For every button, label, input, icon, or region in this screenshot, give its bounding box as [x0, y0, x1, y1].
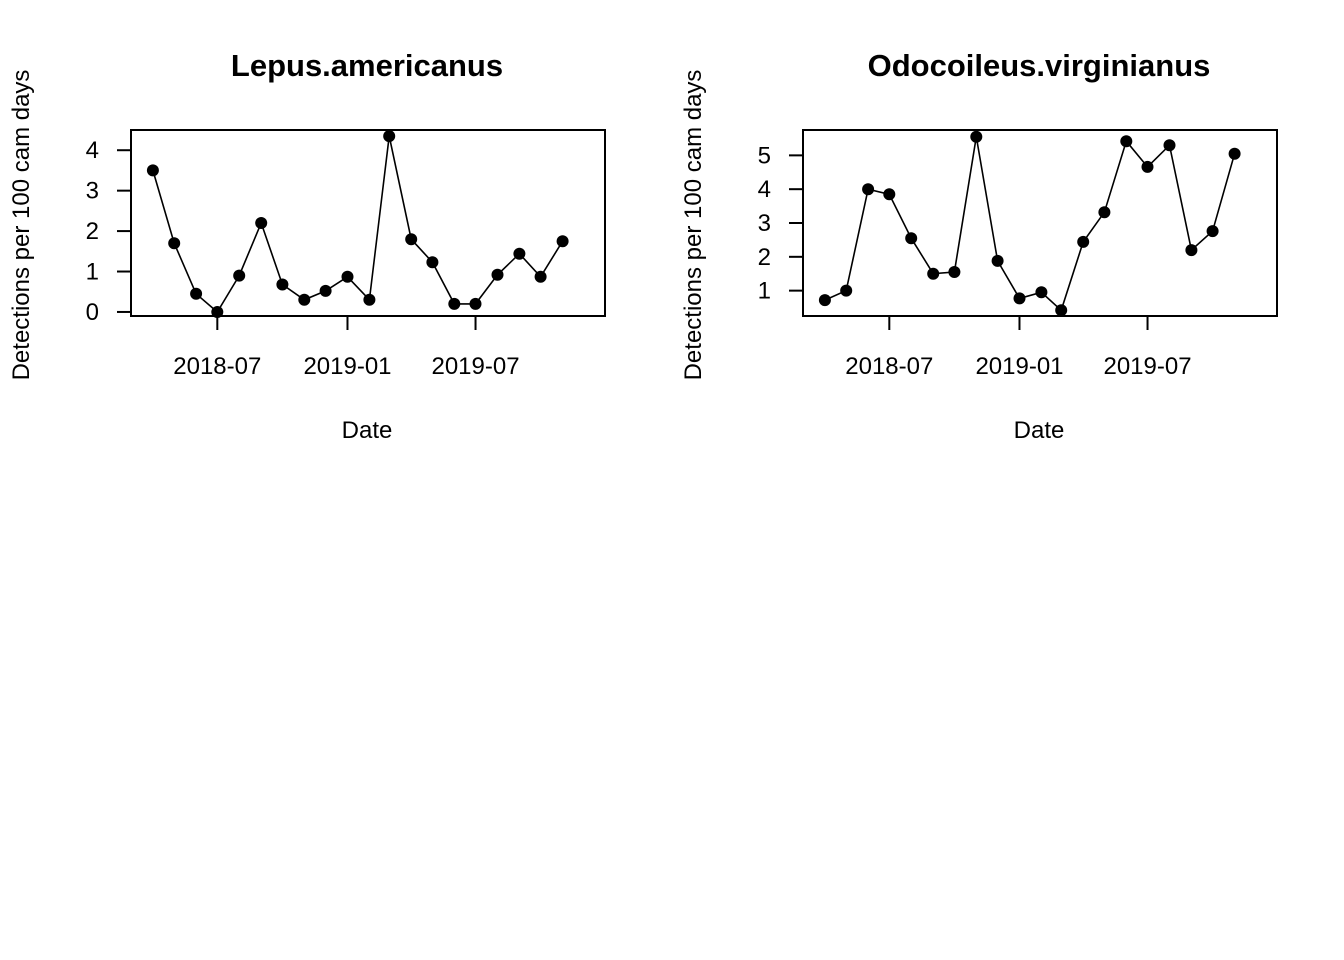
x-tick-label: 2018-07: [173, 353, 261, 380]
data-point: [840, 284, 853, 297]
y-tick-label: 3: [86, 178, 99, 205]
data-point: [862, 183, 875, 196]
data-point: [991, 254, 1004, 267]
data-point: [1206, 225, 1219, 238]
y-tick-label: 0: [86, 299, 99, 326]
x-tick-label: 2019-01: [975, 353, 1063, 380]
y-tick-label: 1: [758, 278, 771, 305]
data-point: [255, 217, 268, 229]
data-point: [363, 293, 376, 306]
series-line: [152, 135, 564, 314]
data-point: [341, 270, 354, 283]
y-tick-label: 2: [758, 244, 771, 271]
data-point: [1141, 160, 1154, 173]
x-tick-label: 2019-07: [431, 353, 519, 380]
data-point: [298, 293, 311, 306]
data-point: [1077, 235, 1090, 248]
y-axis: 0 1 2 3 4: [86, 137, 131, 326]
data-point: [1120, 135, 1133, 148]
x-axis-label: Date: [1014, 417, 1065, 444]
data-point: [927, 267, 940, 280]
data-point: [1228, 147, 1241, 160]
x-tick-label: 2019-07: [1103, 353, 1191, 380]
y-axis: 1 2 3 4 5: [758, 142, 803, 305]
data-point: [211, 306, 224, 318]
plot-frame: [130, 129, 606, 317]
y-tick-label: 5: [758, 142, 771, 169]
data-point: [1055, 304, 1068, 317]
x-axis: 2018-07 2019-01 2019-07: [173, 316, 520, 380]
data-point: [383, 130, 396, 143]
data-point: [146, 164, 159, 177]
data-point: [319, 284, 332, 297]
data-point: [818, 294, 831, 307]
chart-title: Lepus.americanus: [231, 48, 503, 83]
series-layer: [146, 130, 569, 318]
chart-title: Odocoileus.virginianus: [868, 48, 1211, 83]
y-tick-label: 2: [86, 218, 99, 245]
data-point: [1163, 139, 1176, 152]
x-tick-label: 2018-07: [845, 353, 933, 380]
data-point: [1013, 292, 1026, 305]
series-layer: [818, 130, 1241, 317]
data-point: [233, 269, 246, 282]
data-point: [426, 256, 439, 269]
y-tick-label: 4: [758, 176, 771, 203]
data-point: [948, 266, 961, 278]
data-point: [491, 268, 504, 281]
x-axis-label: Date: [342, 417, 393, 444]
data-point: [970, 130, 983, 143]
data-point: [883, 188, 896, 201]
y-tick-label: 1: [86, 259, 99, 286]
x-axis: 2018-07 2019-01 2019-07: [845, 316, 1192, 380]
data-point: [534, 270, 547, 283]
chart-panel-odocoileus: Odocoileus.virginianus Date Detections p…: [680, 48, 1278, 444]
data-point: [190, 287, 203, 300]
data-point: [1185, 244, 1198, 257]
data-point: [405, 233, 418, 246]
data-point: [469, 297, 482, 310]
y-axis-label: Detections per 100 cam days: [680, 70, 707, 381]
data-point: [448, 297, 461, 310]
data-point: [905, 232, 918, 245]
chart-panel-lepus: Lepus.americanus Date Detections per 100…: [8, 48, 606, 444]
x-tick-label: 2019-01: [303, 353, 391, 380]
y-tick-label: 3: [758, 210, 771, 237]
y-tick-label: 4: [86, 137, 99, 164]
data-point: [556, 235, 569, 248]
data-point: [513, 247, 526, 260]
data-point: [168, 237, 181, 250]
data-point: [1098, 206, 1111, 219]
data-point: [276, 278, 289, 291]
data-point: [1035, 286, 1048, 299]
y-axis-label: Detections per 100 cam days: [8, 70, 35, 381]
